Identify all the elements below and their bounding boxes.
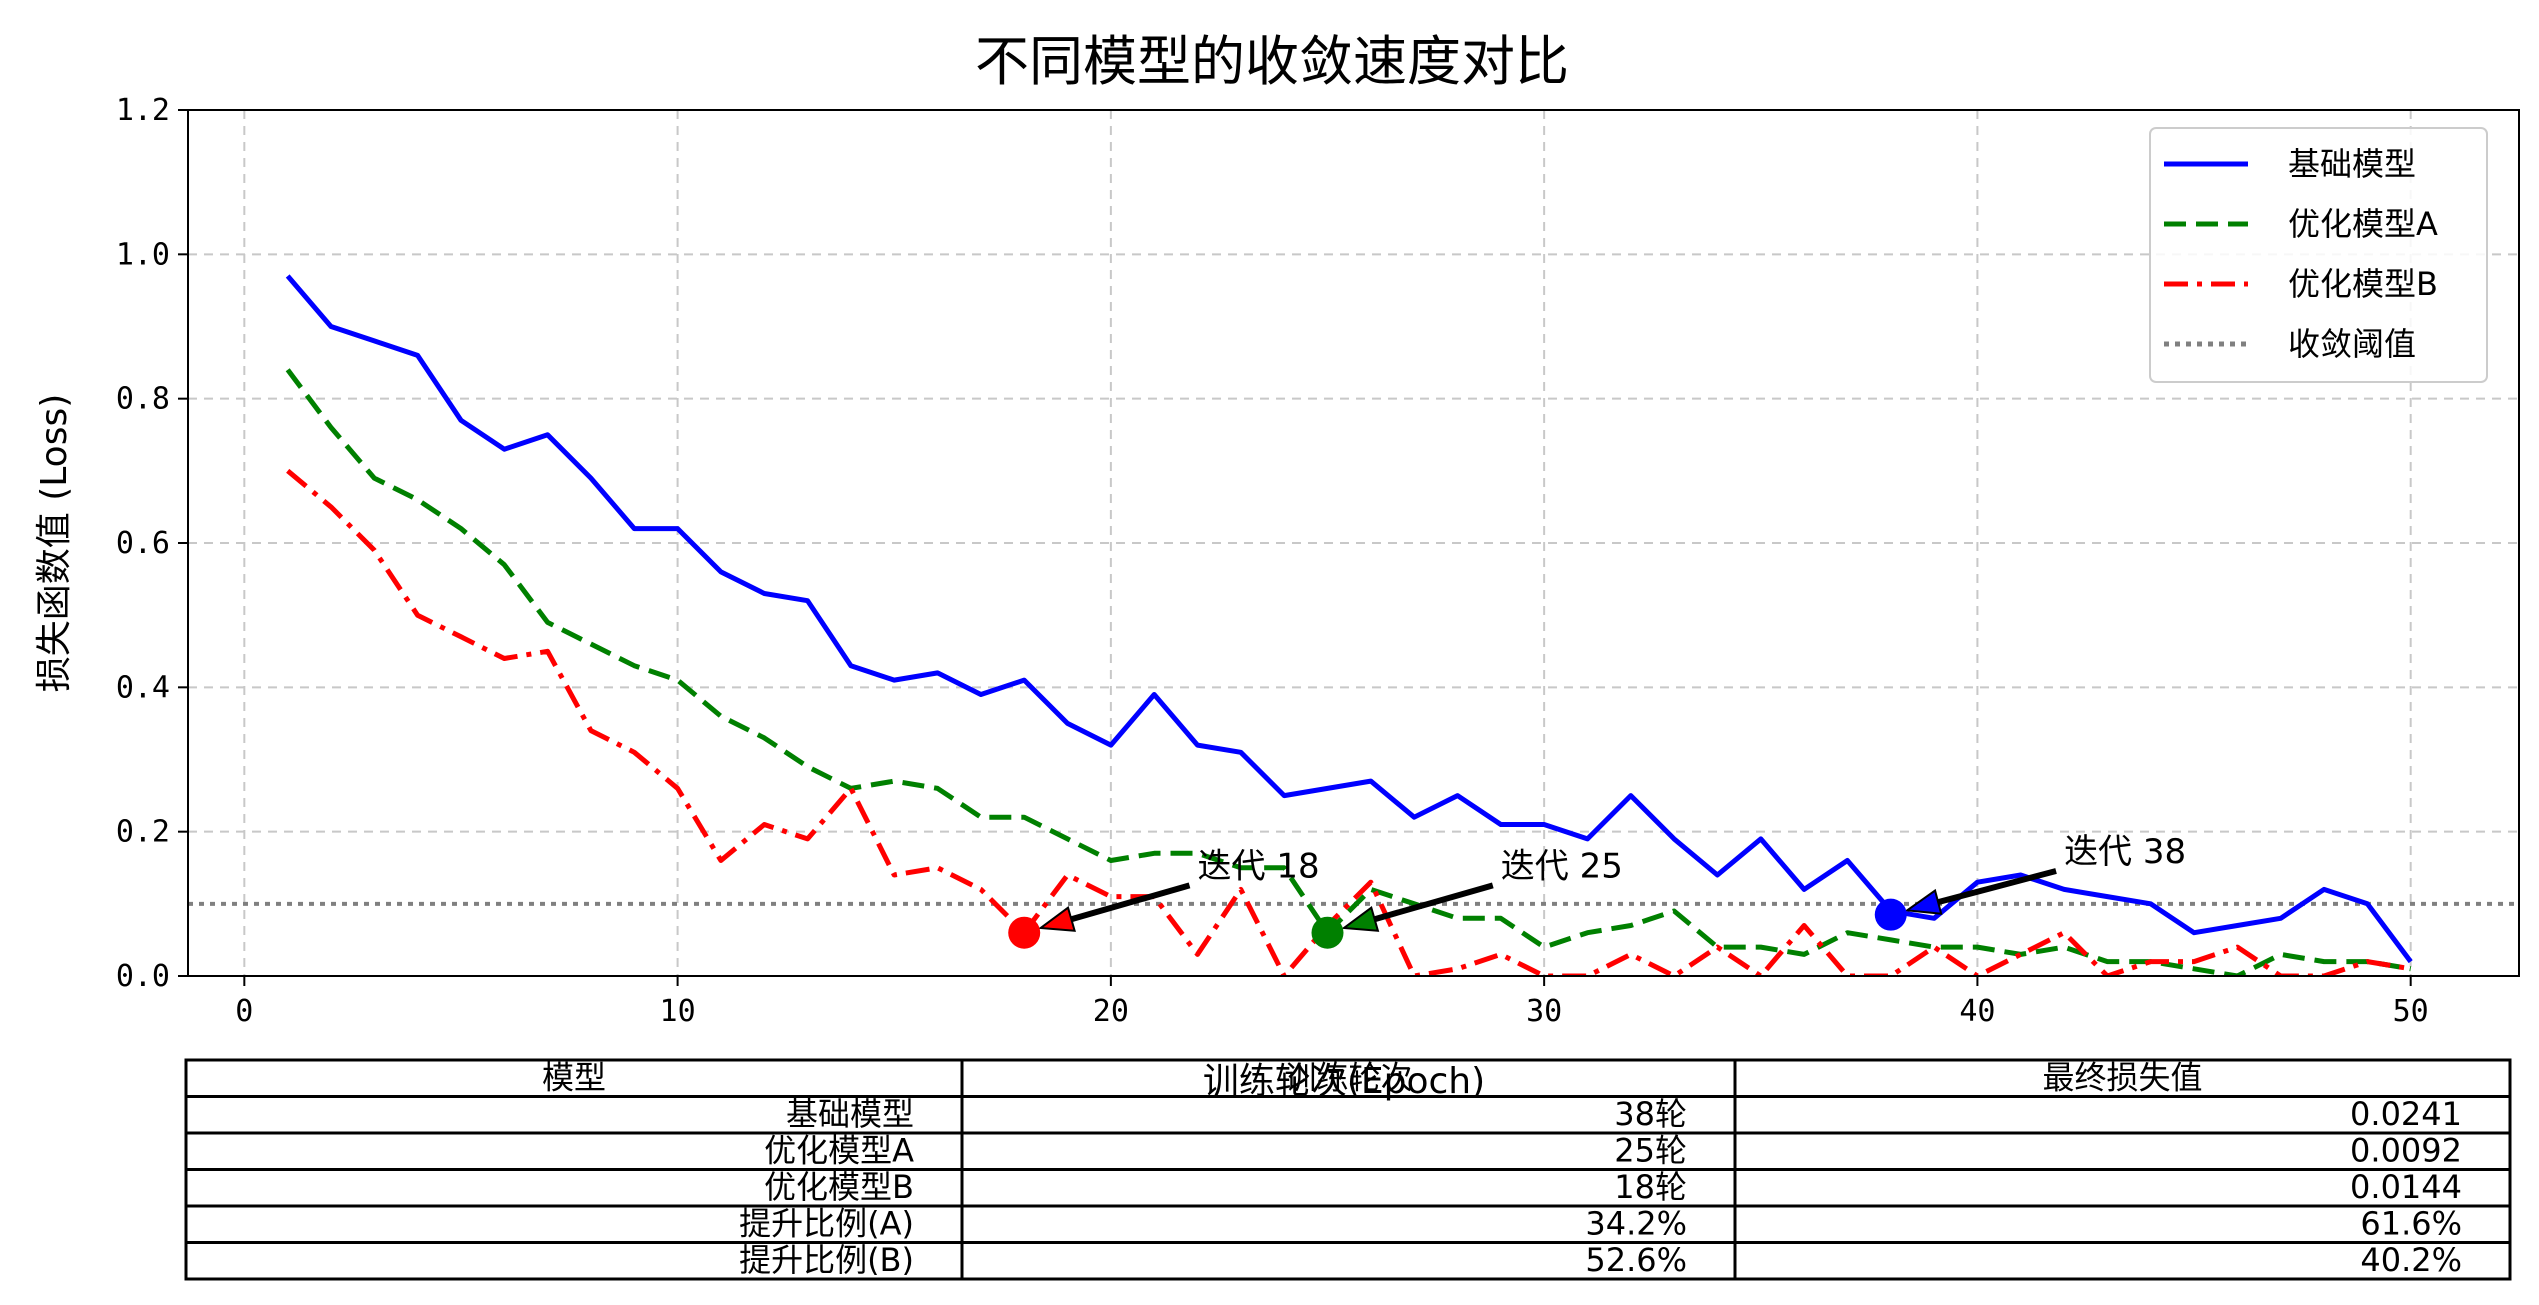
- convergence-point: [1311, 916, 1344, 949]
- table-cell: 61.6%: [2360, 1205, 2462, 1243]
- annotation-arrow-shaft: [1070, 882, 1191, 923]
- y-tick-label: 1.2: [116, 93, 170, 128]
- table-cell: 0.0092: [2350, 1132, 2462, 1170]
- annotation-label: 迭代 38: [2064, 832, 2186, 872]
- table-cell: 25轮: [1614, 1132, 1687, 1170]
- table-cell: 0.0241: [2350, 1095, 2462, 1133]
- convergence-point: [1008, 916, 1041, 949]
- annotation-arrow-head: [1904, 888, 1943, 915]
- table-cell: 0.0144: [2350, 1168, 2462, 1206]
- x-tick-label: 40: [1959, 994, 1995, 1029]
- table-header-cell: 最终损失值: [2042, 1059, 2202, 1097]
- table-cell: 优化模型A: [764, 1132, 914, 1170]
- y-tick-label: 0.0: [116, 959, 170, 994]
- series-lines: [285, 274, 2413, 976]
- legend-box: [2149, 127, 2488, 383]
- x-tick-label: 10: [660, 994, 696, 1029]
- y-tick-label: 1.0: [116, 237, 170, 272]
- annotation-arrow-shaft: [1937, 868, 2057, 906]
- y-axis-ticks: 0.0 0.2 0.4 0.6 0.8 1.0 1.2: [116, 93, 188, 994]
- annotation-arrow-head: [1037, 906, 1076, 932]
- table-cell: 38轮: [1614, 1095, 1687, 1133]
- x-tick-label: 30: [1526, 994, 1562, 1029]
- annotation-label: 迭代 25: [1501, 846, 1623, 886]
- table-cell: 52.6%: [1585, 1241, 1687, 1279]
- table-header-cell: 训练轮次: [1284, 1059, 1412, 1097]
- table-header-cell: 模型: [542, 1059, 606, 1097]
- series-line: [285, 368, 2412, 976]
- y-axis-label: 损失函数值 (Loss): [34, 394, 75, 693]
- annotation-arrow-shaft: [1373, 882, 1494, 923]
- convergence-point: [1874, 898, 1907, 931]
- x-tick-label: 20: [1093, 994, 1129, 1029]
- table-cell: 优化模型B: [764, 1168, 914, 1206]
- table-cell: 提升比例(A): [739, 1205, 914, 1243]
- x-tick-label: 0: [235, 994, 253, 1029]
- legend-label: 基础模型: [2288, 145, 2416, 183]
- legend-label: 优化模型A: [2288, 205, 2438, 243]
- annotation-arrow-head: [1341, 906, 1380, 932]
- y-tick-label: 0.6: [116, 526, 170, 561]
- x-axis-ticks: 0 10 20 30 40 50: [235, 976, 2429, 1029]
- annotations: 迭代 18 迭代 25 迭代 38: [1008, 832, 2186, 949]
- series-line: [286, 468, 2412, 976]
- legend-label: 优化模型B: [2288, 265, 2438, 303]
- table-cell: 提升比例(B): [739, 1241, 914, 1279]
- x-axis-label: 训练轮次(Epoch): [1203, 1061, 1485, 1102]
- series-line: [285, 274, 2413, 964]
- table-cell: 18轮: [1614, 1168, 1687, 1206]
- chart-title: 不同模型的收敛速度对比: [975, 30, 1569, 93]
- y-tick-label: 0.2: [116, 815, 170, 850]
- annotation-label: 迭代 18: [1198, 846, 1320, 886]
- table-cell: 基础模型: [786, 1095, 914, 1133]
- legend-label: 收敛阈值: [2288, 325, 2416, 363]
- y-tick-label: 0.4: [116, 670, 170, 705]
- table-cell: 40.2%: [2360, 1241, 2462, 1279]
- table-cell: 34.2%: [1585, 1205, 1687, 1243]
- x-tick-label: 50: [2393, 994, 2429, 1029]
- y-tick-label: 0.8: [116, 382, 170, 417]
